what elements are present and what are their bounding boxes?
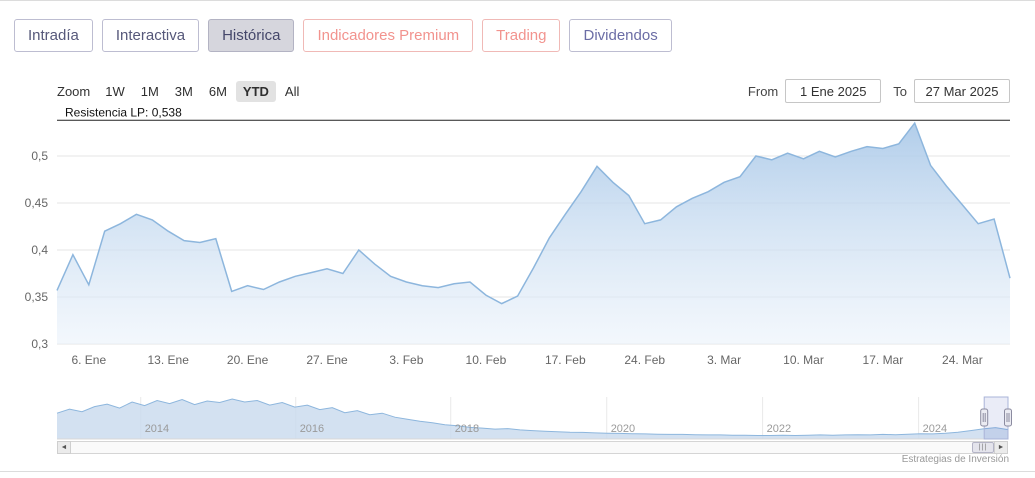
x-axis-label: 13. Ene	[148, 353, 190, 367]
to-date-input[interactable]	[914, 79, 1010, 103]
navigator-handle-right[interactable]	[1004, 408, 1012, 427]
zoom-label: Zoom	[57, 83, 91, 99]
x-axis-label: 17. Feb	[545, 353, 586, 367]
from-label: From	[747, 83, 779, 99]
y-axis-label: 0,35	[25, 290, 49, 304]
x-axis-label: 20. Ene	[227, 353, 269, 367]
nav-area[interactable]	[57, 399, 1008, 439]
tab-historica[interactable]: Histórica	[208, 19, 295, 52]
scroll-right-button[interactable]: ►	[994, 441, 1008, 454]
navigator-handle-left[interactable]	[980, 408, 989, 427]
nav-year-label: 2024	[923, 423, 947, 435]
to-label: To	[893, 83, 907, 99]
scrollbar-track[interactable]: |||	[71, 441, 994, 454]
nav-line	[56, 398, 1009, 437]
bottom-divider	[0, 471, 1035, 472]
scrollbar-thumb[interactable]: |||	[972, 442, 994, 453]
price-chart-svg[interactable]: 0,3 0,35 0,4 0,45 0,5 6. Ene 13. Ene 20. Ene 27.…	[0, 99, 1035, 394]
zoom-button-ytd[interactable]: YTD	[235, 80, 276, 102]
tab-intradia[interactable]: Intradía	[14, 19, 93, 52]
navigator-chart-svg[interactable]: 2014 2016 2018 2020 2022 2024	[0, 394, 1035, 441]
nav-year-label: 2018	[455, 423, 479, 435]
x-axis-label: 24. Mar	[942, 353, 983, 367]
y-axis-label: 0,45	[25, 196, 49, 210]
scroll-left-button[interactable]: ◄	[57, 441, 71, 454]
tab-indicadores-premium[interactable]: Indicadores Premium	[303, 19, 474, 52]
resistance-label: Resistencia LP: 0,538	[65, 105, 182, 119]
chart-credit[interactable]: Estrategias de Inversión	[901, 454, 1009, 465]
nav-year-label: 2022	[767, 423, 791, 435]
zoom-button-all[interactable]: All	[284, 83, 300, 99]
nav-year-label: 2016	[300, 423, 324, 435]
zoom-button-6m[interactable]: 6M	[208, 83, 227, 99]
y-axis-label: 0,5	[31, 149, 48, 163]
y-axis-label: 0,3	[31, 337, 48, 351]
nav-year-label: 2020	[611, 423, 635, 435]
price-line[interactable]	[56, 121, 1011, 305]
x-axis-label: 10. Feb	[466, 353, 507, 367]
tab-interactiva[interactable]: Interactiva	[101, 19, 200, 52]
x-axis-label: 27. Ene	[306, 353, 348, 367]
navigator-scrollbar[interactable]: ◄ ||| ►	[57, 441, 1008, 454]
x-axis-label: 6. Ene	[71, 353, 106, 367]
x-axis-label: 10. Mar	[783, 353, 824, 367]
zoom-button-1w[interactable]: 1W	[105, 83, 125, 99]
x-axis-label: 17. Mar	[863, 353, 904, 367]
tab-dividendos[interactable]: Dividendos	[569, 19, 672, 52]
x-axis-label: 3. Mar	[707, 353, 741, 367]
y-axis-label: 0,4	[31, 243, 48, 257]
chart-tabs: Intradía Interactiva Histórica Indicador…	[14, 19, 672, 52]
scrollbar-grip-icon: |||	[978, 444, 988, 451]
x-axis-label: 24. Feb	[624, 353, 665, 367]
nav-year-label: 2014	[145, 423, 169, 435]
from-date-input[interactable]	[785, 79, 882, 103]
chart-toolbar: Zoom 1W 1M 3M 6M YTD All From To	[57, 79, 1010, 103]
zoom-button-3m[interactable]: 3M	[174, 83, 193, 99]
tab-trading[interactable]: Trading	[482, 19, 561, 52]
price-area[interactable]	[57, 123, 1010, 344]
zoom-button-1m[interactable]: 1M	[140, 83, 159, 99]
x-axis-label: 3. Feb	[389, 353, 423, 367]
